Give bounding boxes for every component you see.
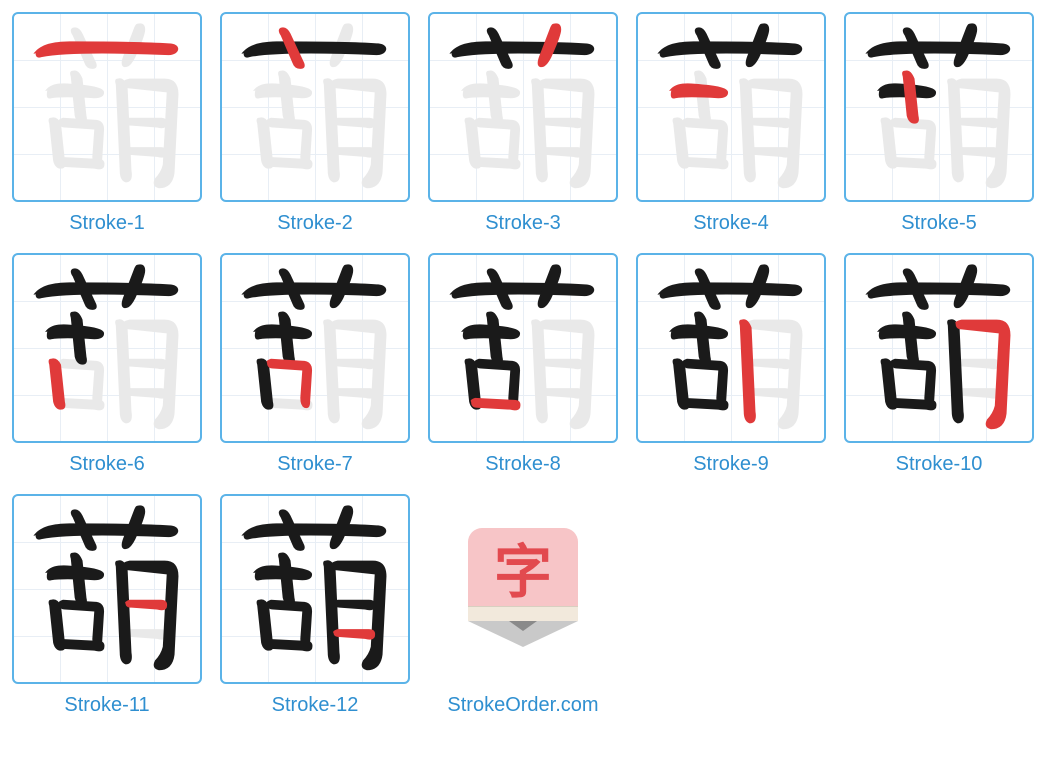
stroke-caption: Stroke-1 xyxy=(69,212,145,235)
stroke-caption: Stroke-10 xyxy=(896,453,983,476)
stroke-caption: Stroke-4 xyxy=(693,212,769,235)
stroke-tile xyxy=(220,12,410,202)
logo-char: 字 xyxy=(494,525,552,609)
stroke-caption: Stroke-12 xyxy=(272,694,359,717)
stroke-cell: Stroke-2 xyxy=(220,12,410,235)
logo-cell: 字 StrokeOrder.com xyxy=(428,494,618,717)
stroke-caption: Stroke-11 xyxy=(64,694,149,717)
stroke-caption: Stroke-8 xyxy=(485,453,561,476)
stroke-tile xyxy=(12,494,202,684)
stroke-caption: Stroke-6 xyxy=(69,453,145,476)
stroke-tile xyxy=(428,253,618,443)
stroke-cell: Stroke-7 xyxy=(220,253,410,476)
stroke-cell: Stroke-12 xyxy=(220,494,410,717)
stroke-tile xyxy=(844,253,1034,443)
stroke-tile xyxy=(636,12,826,202)
stroke-caption: Stroke-9 xyxy=(693,453,769,476)
stroke-tile xyxy=(12,12,202,202)
stroke-cell: Stroke-10 xyxy=(844,253,1034,476)
pencil-icon xyxy=(468,606,578,650)
stroke-tile xyxy=(12,253,202,443)
stroke-tile xyxy=(636,253,826,443)
stroke-tile xyxy=(844,12,1034,202)
logo-badge: 字 xyxy=(468,528,578,606)
stroke-tile xyxy=(428,12,618,202)
stroke-cell: Stroke-6 xyxy=(12,253,202,476)
stroke-caption: Stroke-5 xyxy=(901,212,977,235)
stroke-cell: Stroke-3 xyxy=(428,12,618,235)
stroke-caption: Stroke-2 xyxy=(277,212,353,235)
stroke-tile xyxy=(220,494,410,684)
site-caption: StrokeOrder.com xyxy=(447,694,598,717)
stroke-caption: Stroke-7 xyxy=(277,453,353,476)
stroke-caption: Stroke-3 xyxy=(485,212,561,235)
stroke-cell: Stroke-1 xyxy=(12,12,202,235)
stroke-cell: Stroke-8 xyxy=(428,253,618,476)
stroke-cell: Stroke-11 xyxy=(12,494,202,717)
stroke-cell: Stroke-4 xyxy=(636,12,826,235)
stroke-grid: Stroke-1 Stroke-2 Stroke-3 Stroke-4 Stro… xyxy=(12,12,1038,717)
stroke-cell: Stroke-9 xyxy=(636,253,826,476)
stroke-tile xyxy=(220,253,410,443)
site-logo: 字 xyxy=(428,494,618,684)
stroke-cell: Stroke-5 xyxy=(844,12,1034,235)
